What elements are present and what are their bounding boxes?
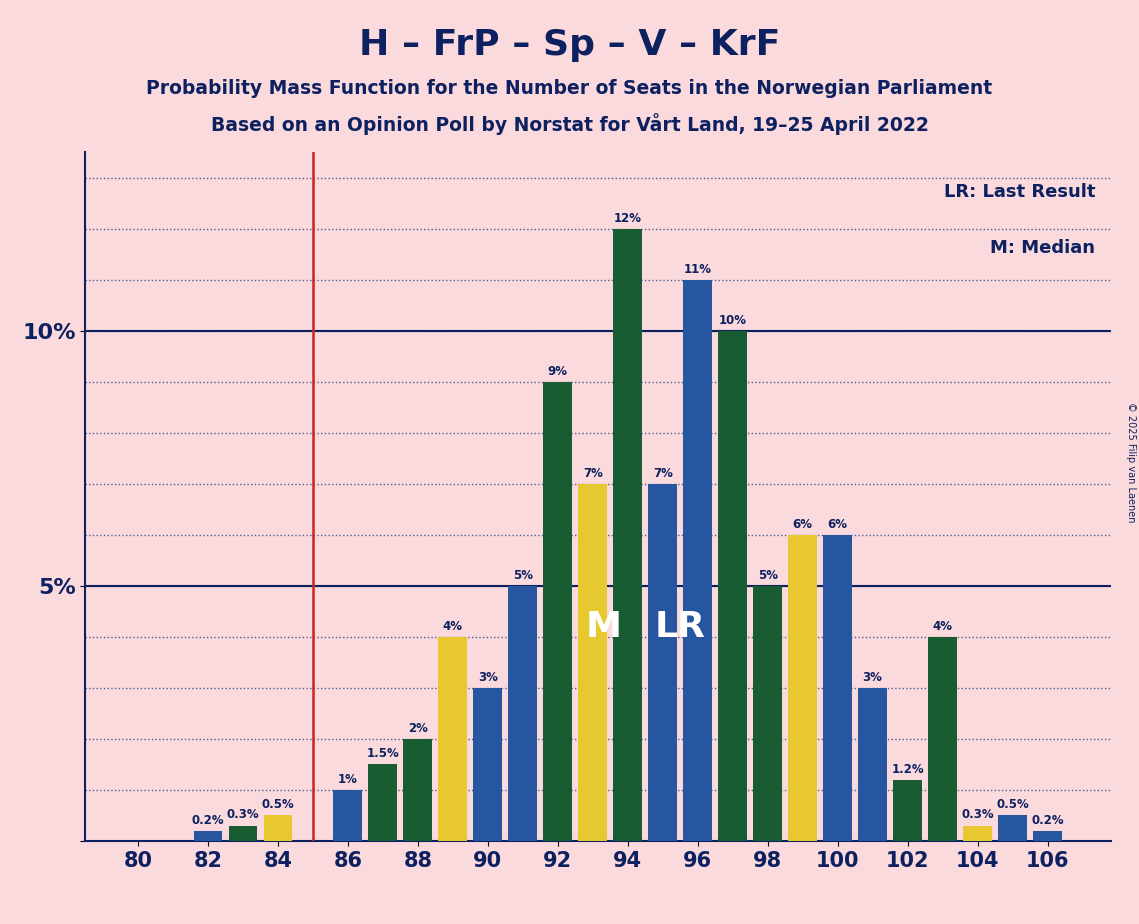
Bar xyxy=(334,790,362,841)
Text: 0.3%: 0.3% xyxy=(227,808,260,821)
Text: 3%: 3% xyxy=(478,671,498,684)
Text: LR: LR xyxy=(655,610,706,644)
Text: M: Median: M: Median xyxy=(990,238,1096,257)
Bar xyxy=(229,825,257,841)
Bar xyxy=(928,637,957,841)
Text: 0.5%: 0.5% xyxy=(262,798,294,811)
Bar xyxy=(1033,831,1062,841)
Text: 1.2%: 1.2% xyxy=(892,762,924,775)
Text: LR: Last Result: LR: Last Result xyxy=(943,184,1096,201)
Bar xyxy=(859,687,887,841)
Bar xyxy=(998,815,1027,841)
Text: M: M xyxy=(585,610,621,644)
Bar xyxy=(648,484,677,841)
Bar xyxy=(753,586,782,841)
Text: H – FrP – Sp – V – KrF: H – FrP – Sp – V – KrF xyxy=(359,28,780,62)
Bar xyxy=(964,825,992,841)
Text: 4%: 4% xyxy=(443,620,462,633)
Text: 10%: 10% xyxy=(719,314,747,327)
Bar xyxy=(614,229,642,841)
Text: 5%: 5% xyxy=(757,569,778,582)
Text: 11%: 11% xyxy=(683,262,712,276)
Bar xyxy=(683,280,712,841)
Bar xyxy=(439,637,467,841)
Bar xyxy=(474,687,502,841)
Text: 4%: 4% xyxy=(933,620,952,633)
Text: 1.5%: 1.5% xyxy=(367,748,399,760)
Bar xyxy=(719,331,747,841)
Text: 7%: 7% xyxy=(583,467,603,480)
Text: Probability Mass Function for the Number of Seats in the Norwegian Parliament: Probability Mass Function for the Number… xyxy=(147,79,992,98)
Bar xyxy=(823,535,852,841)
Bar xyxy=(788,535,817,841)
Text: 6%: 6% xyxy=(793,517,812,530)
Bar xyxy=(194,831,222,841)
Text: 0.5%: 0.5% xyxy=(997,798,1029,811)
Bar xyxy=(893,780,921,841)
Bar xyxy=(543,382,572,841)
Bar xyxy=(263,815,293,841)
Text: 0.3%: 0.3% xyxy=(961,808,994,821)
Text: 0.2%: 0.2% xyxy=(191,813,224,827)
Bar xyxy=(368,764,398,841)
Text: 12%: 12% xyxy=(614,212,641,225)
Bar xyxy=(579,484,607,841)
Text: 0.2%: 0.2% xyxy=(1031,813,1064,827)
Text: © 2025 Filip van Laenen: © 2025 Filip van Laenen xyxy=(1126,402,1136,522)
Text: 9%: 9% xyxy=(548,365,567,378)
Text: 3%: 3% xyxy=(862,671,883,684)
Text: 5%: 5% xyxy=(513,569,533,582)
Text: 7%: 7% xyxy=(653,467,673,480)
Text: 6%: 6% xyxy=(828,517,847,530)
Text: Based on an Opinion Poll by Norstat for Vårt Land, 19–25 April 2022: Based on an Opinion Poll by Norstat for … xyxy=(211,113,928,135)
Text: 1%: 1% xyxy=(338,772,358,785)
Bar xyxy=(508,586,538,841)
Bar xyxy=(403,739,432,841)
Text: 2%: 2% xyxy=(408,722,428,735)
